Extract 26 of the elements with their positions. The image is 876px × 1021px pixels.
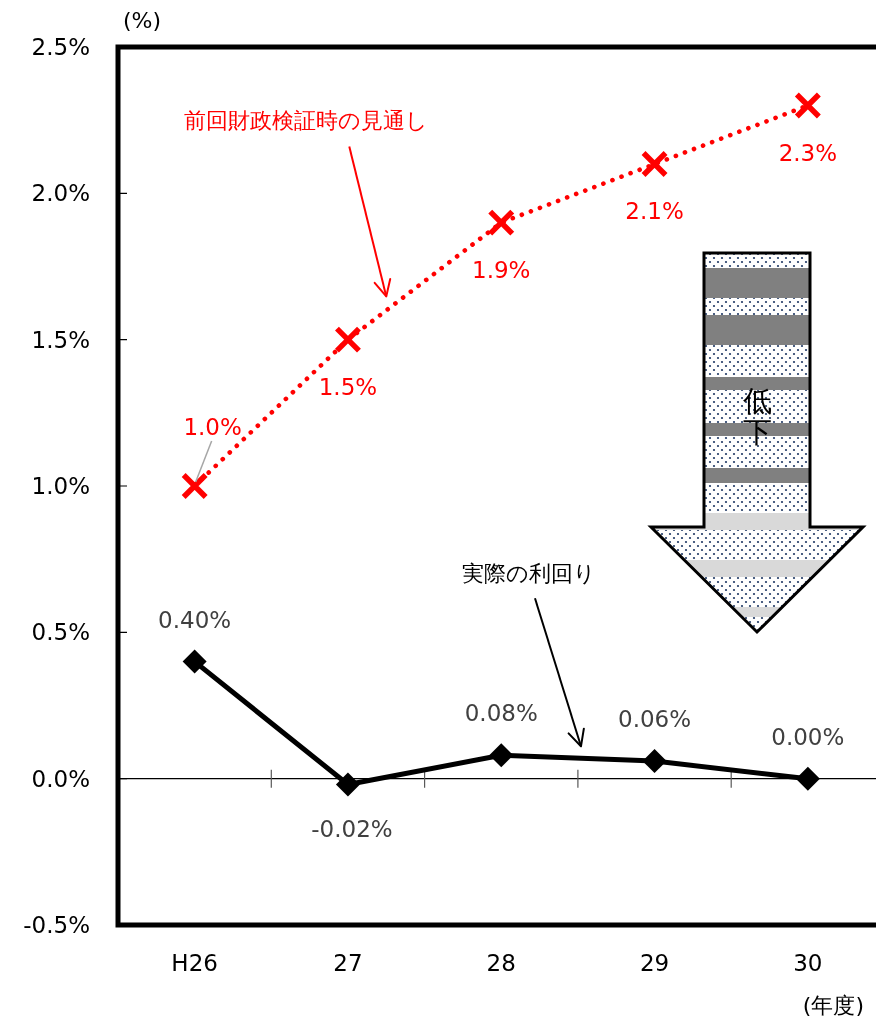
y-tick-label: 1.0% xyxy=(31,473,90,499)
y-tick-label: 2.5% xyxy=(31,34,90,60)
series-name: 前回財政検証時の見通し xyxy=(184,108,429,134)
x-tick-label: 30 xyxy=(793,950,823,976)
value-label: 2.1% xyxy=(625,198,684,225)
y-tick-label: 0.5% xyxy=(31,619,90,646)
y-tick-label: 0.0% xyxy=(31,765,90,792)
value-label: -0.02% xyxy=(311,815,393,842)
value-label: 0.40% xyxy=(158,606,232,633)
value-label: 1.0% xyxy=(183,414,242,440)
x-tick-label: 29 xyxy=(639,950,670,976)
x-tick-label: H26 xyxy=(171,950,218,976)
y-axis-title: (%) xyxy=(122,8,162,33)
y-tick-label: 1.5% xyxy=(31,326,90,353)
x-tick-label: 28 xyxy=(486,950,516,976)
y-tick-label: 2.0% xyxy=(31,180,90,207)
value-label: 0.06% xyxy=(618,706,692,733)
value-label: 0.00% xyxy=(771,723,845,750)
value-label: 1.9% xyxy=(472,256,531,283)
value-label: 1.5% xyxy=(318,373,378,400)
x-tick-label: 27 xyxy=(333,950,363,976)
value-label: 2.3% xyxy=(778,139,838,166)
value-label: 0.08% xyxy=(464,700,538,727)
series-name: 実際の利回り xyxy=(461,561,596,587)
x-axis-title: (年度) xyxy=(802,993,864,1018)
y-tick-label: -0.5% xyxy=(23,912,90,938)
